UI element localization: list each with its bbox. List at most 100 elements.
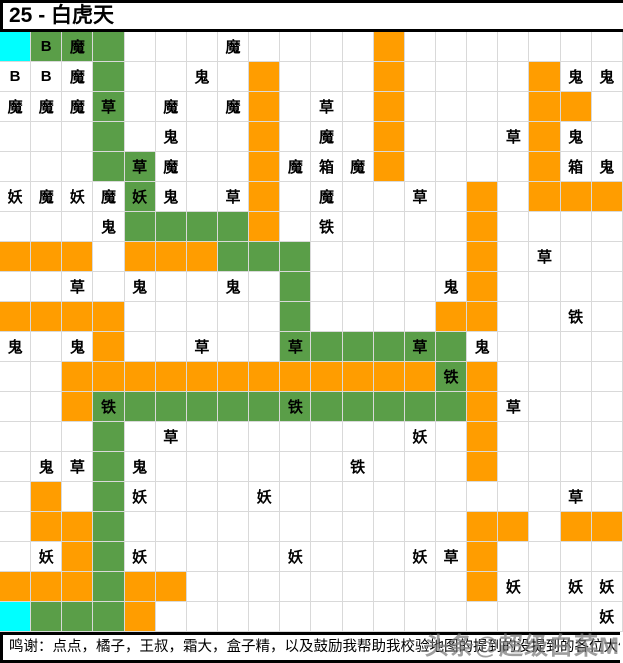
grid-cell: [373, 302, 405, 332]
grid-cell: [467, 542, 499, 572]
grid-cell: [311, 242, 343, 272]
grid-cell: [62, 242, 94, 272]
grid-cell: [93, 152, 125, 182]
grid-cell: [373, 362, 405, 392]
grid-cell: [124, 62, 156, 92]
grid-cell: [124, 362, 156, 392]
grid-cell: [435, 182, 468, 212]
grid-cell: [435, 452, 468, 482]
grid-cell: 草: [93, 92, 125, 122]
grid-cell: [529, 302, 561, 332]
grid-cell: 鬼: [560, 122, 592, 152]
grid-cell: [529, 92, 561, 122]
grid-cell: [62, 362, 94, 392]
grid-cell: [529, 212, 561, 242]
grid-cell: [529, 602, 561, 632]
grid-cell: [249, 332, 281, 362]
grid-cell: [186, 212, 218, 242]
grid-cell: [311, 602, 343, 632]
grid-cell: 妖: [0, 182, 32, 212]
grid-cell: [373, 212, 405, 242]
grid-cell: [249, 92, 281, 122]
grid-cell: [62, 392, 94, 422]
grid-cell: [186, 92, 218, 122]
grid-cell: [186, 422, 218, 452]
grid-cell: 草: [217, 182, 250, 212]
grid-cell: [404, 242, 436, 272]
grid-cell: [498, 542, 530, 572]
grid-cell: 魔: [62, 92, 94, 122]
grid-cell: 鬼: [0, 332, 32, 362]
grid-cell: [0, 512, 32, 542]
grid-cell: 鬼: [435, 272, 468, 302]
grid-cell: [186, 242, 218, 272]
grid-cell: [560, 542, 592, 572]
grid-cell: [591, 512, 623, 542]
grid-cell: [591, 272, 623, 302]
grid-cell: 妖: [498, 572, 530, 602]
grid-cell: [342, 182, 374, 212]
grid-cell: [404, 512, 436, 542]
grid-cell: [342, 242, 374, 272]
grid-cell: [280, 32, 312, 62]
grid-cell: 草: [404, 332, 436, 362]
grid-cell: [467, 602, 499, 632]
grid-cell: [186, 602, 218, 632]
grid-cell: [342, 602, 374, 632]
grid-cell: [93, 482, 125, 512]
grid-cell: [186, 482, 218, 512]
grid-cell: [404, 302, 436, 332]
grid-cell: [249, 542, 281, 572]
grid-cell: [435, 422, 468, 452]
grid-cell: [249, 242, 281, 272]
grid-cell: [435, 332, 468, 362]
grid-cell: [560, 452, 592, 482]
grid-cell: 鬼: [155, 122, 187, 152]
grid-cell: [373, 122, 405, 152]
page-title: 25 - 白虎天: [0, 3, 620, 29]
grid-cell: [467, 572, 499, 602]
grid-cell: [249, 302, 281, 332]
grid-cell: [404, 482, 436, 512]
grid-cell: [93, 272, 125, 302]
grid-cell: [560, 272, 592, 302]
grid-cell: [311, 422, 343, 452]
grid-cell: [217, 362, 250, 392]
grid-cell: 魔: [155, 152, 187, 182]
grid-cell: [217, 332, 250, 362]
grid-cell: 鬼: [186, 62, 218, 92]
grid-cell: [93, 122, 125, 152]
grid-cell: [498, 152, 530, 182]
grid-cell: 鬼: [62, 332, 94, 362]
grid-cell: [280, 62, 312, 92]
grid-cell: [186, 392, 218, 422]
grid-cell: [560, 242, 592, 272]
grid-cell: 鬼: [31, 452, 63, 482]
grid-cell: [373, 482, 405, 512]
grid-cell: [467, 392, 499, 422]
grid-cell: 草: [311, 92, 343, 122]
grid-cell: [31, 302, 63, 332]
grid-cell: 鬼: [591, 62, 623, 92]
grid-cell: 草: [155, 422, 187, 452]
grid-cell: [404, 602, 436, 632]
grid-cell: [529, 482, 561, 512]
grid-cell: [435, 212, 468, 242]
grid-cell: [124, 92, 156, 122]
grid-cell: 草: [186, 332, 218, 362]
grid-cell: [529, 32, 561, 62]
grid-cell: [560, 602, 592, 632]
grid-cell: [155, 512, 187, 542]
top-border: [0, 0, 623, 3]
grid-cell: [0, 392, 32, 422]
grid-cell: 草: [280, 332, 312, 362]
grid-cell: [467, 272, 499, 302]
grid-cell: [280, 242, 312, 272]
grid-cell: [498, 212, 530, 242]
grid-cell: 魔: [62, 62, 94, 92]
grid-cell: [280, 122, 312, 152]
grid-cell: [62, 212, 94, 242]
grid-cell: [186, 182, 218, 212]
grid-cell: [498, 332, 530, 362]
grid-cell: [560, 182, 592, 212]
